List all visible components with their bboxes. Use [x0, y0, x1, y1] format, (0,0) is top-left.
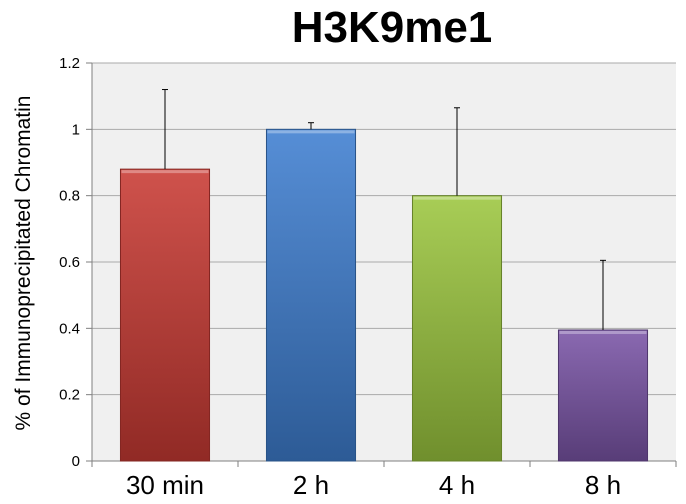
bar-top-highlight: [559, 330, 647, 334]
x-tick-labels: 30 min 2 h 4 h 8 h: [126, 470, 621, 500]
x-tick-label: 8 h: [585, 470, 621, 500]
y-tick-label: 0: [72, 453, 80, 470]
y-tick-label: 0.4: [59, 320, 80, 337]
bar: [119, 168, 211, 462]
y-tick-label: 0.6: [59, 254, 80, 271]
x-tick-label: 2 h: [293, 470, 329, 500]
y-axis-label: % of Immunoprecipitated Chromatin: [12, 96, 35, 431]
bar-top-highlight: [267, 130, 355, 134]
bar: [265, 128, 357, 462]
y-tick-label: 0.8: [59, 188, 80, 205]
chart-title: H3K9me1: [292, 3, 493, 52]
bar: [411, 195, 503, 462]
error-bars: [162, 89, 606, 330]
bar-top-highlight: [413, 196, 501, 200]
y-tick-label: 1: [72, 121, 80, 138]
bars: [119, 128, 649, 462]
x-tick-label: 30 min: [126, 470, 204, 500]
y-tick-label: 1.2: [59, 55, 80, 72]
bar-top-highlight: [121, 170, 209, 174]
x-tick-label: 4 h: [439, 470, 475, 500]
bar: [557, 329, 649, 462]
y-tick-label: 0.2: [59, 387, 80, 404]
y-tick-labels: 0 0.2 0.4 0.6 0.8 1 1.2: [59, 55, 80, 470]
